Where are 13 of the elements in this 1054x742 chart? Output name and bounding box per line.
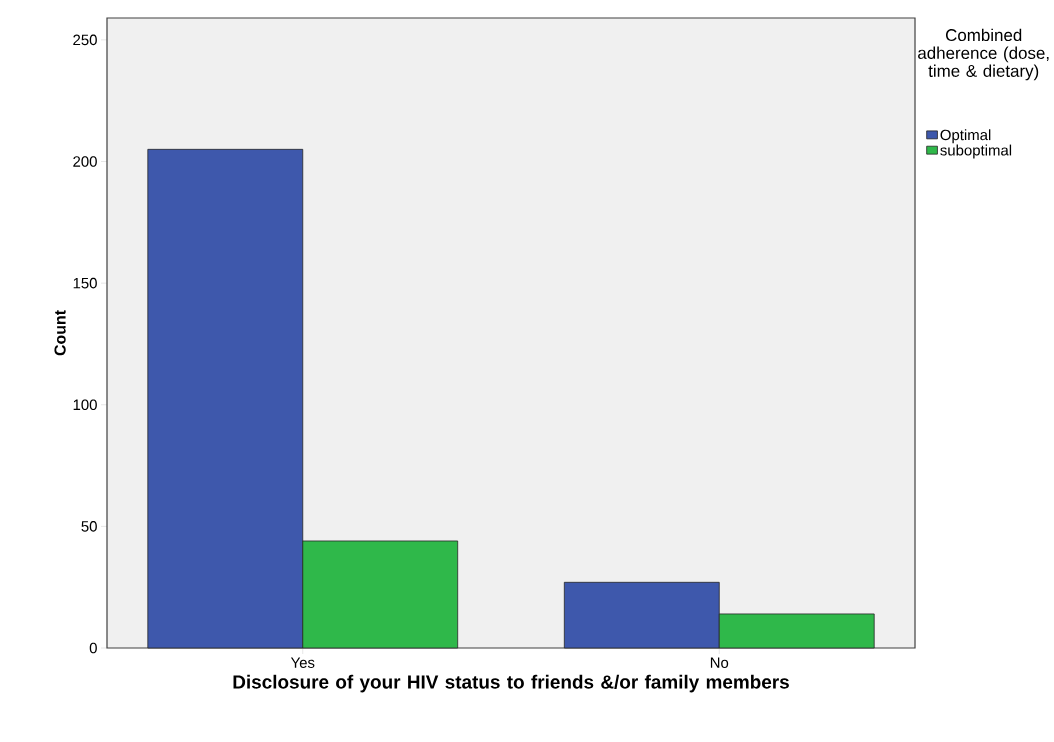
y-tick-label: 200 [73, 156, 97, 167]
y-axis-title: Count [54, 310, 66, 356]
y-tick-label: 150 [73, 277, 97, 289]
legend-title: Combined adherence (dose, time & dietary) [918, 28, 1049, 81]
x-axis-title: Disclosure of your HIV status to friends &/or family members [233, 674, 789, 693]
x-tick-label: Yes [290, 657, 315, 668]
legend-label: suboptimal [940, 144, 1012, 159]
x-tick-label: No [710, 657, 729, 668]
y-tick-label: 0 [89, 642, 97, 654]
legend-label: Optimal [940, 129, 991, 144]
y-tick-label: 50 [81, 521, 97, 532]
y-tick-label: 100 [73, 399, 97, 411]
y-tick-label: 250 [73, 34, 97, 46]
